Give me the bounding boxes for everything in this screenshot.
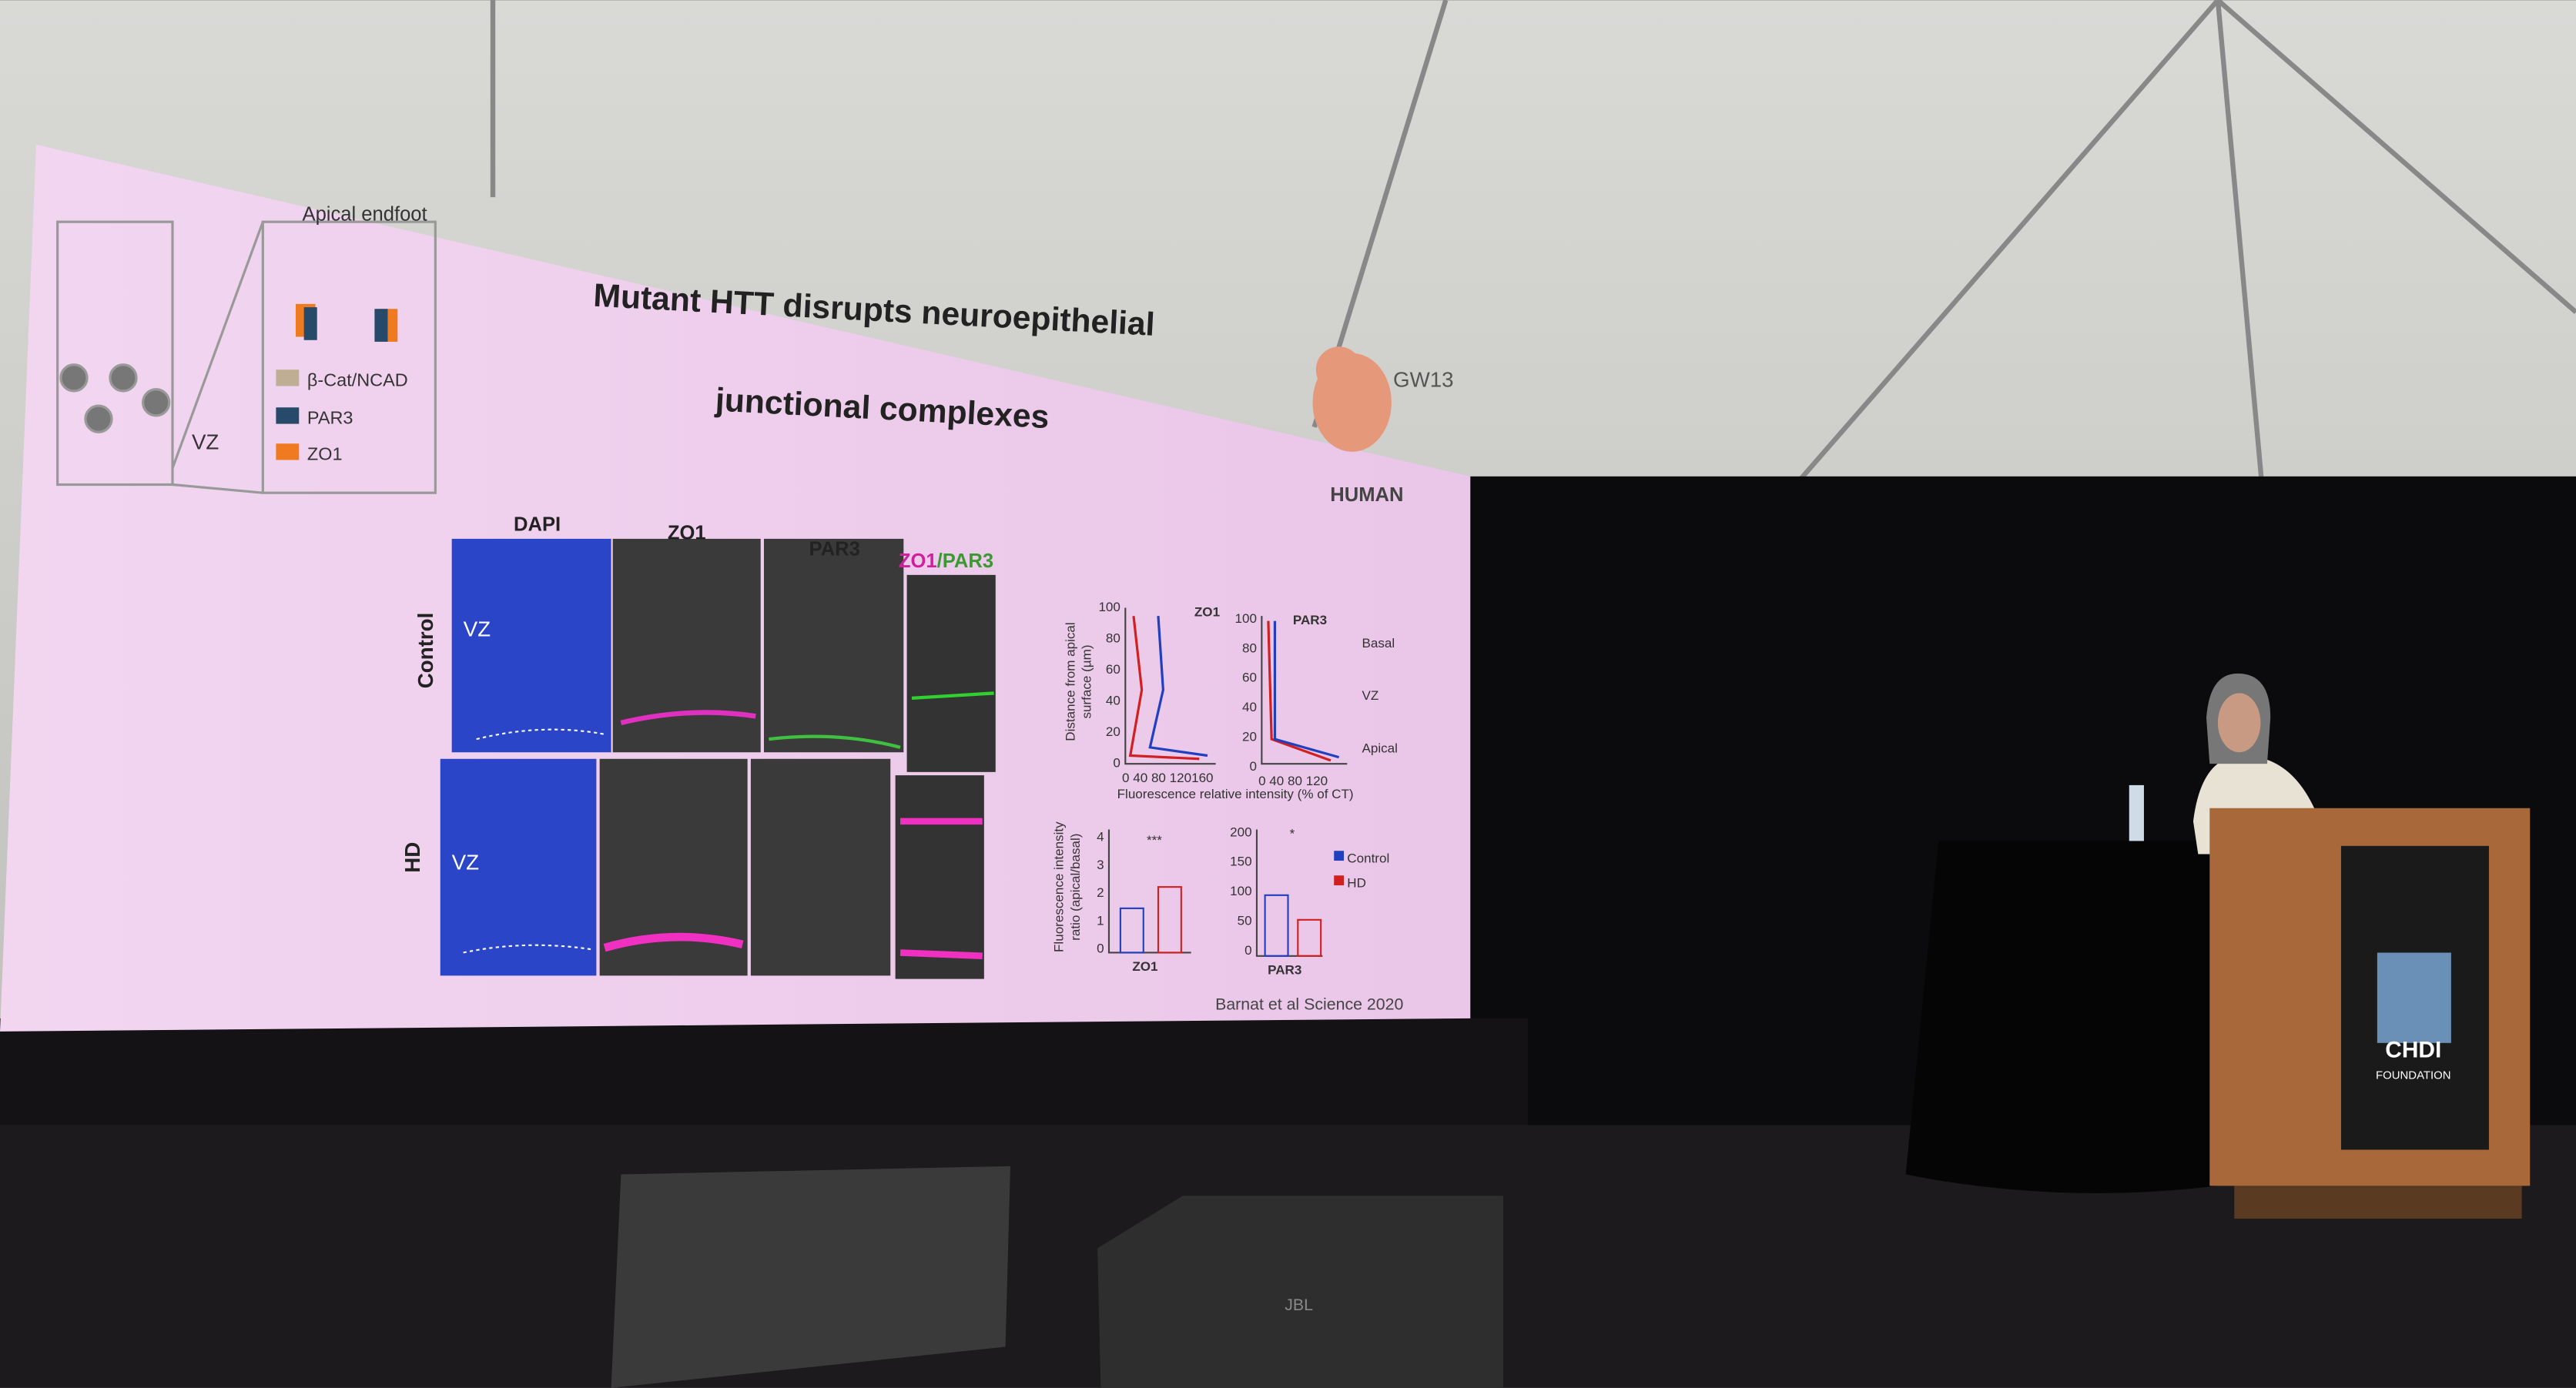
citation: Barnat et al Science 2020 <box>1215 995 1403 1013</box>
screen-base <box>0 1018 1528 1134</box>
legend: PAR3 <box>307 407 353 427</box>
panel-header: DAPI <box>514 514 561 536</box>
species-label: HUMAN <box>1330 484 1403 506</box>
merge-a: ZO1 <box>899 550 937 572</box>
graph-text: 60 <box>1242 671 1257 685</box>
graph-text: Apical <box>1362 741 1397 755</box>
graph-text: 4 <box>1097 830 1104 845</box>
graph-text: 0 <box>1249 759 1256 774</box>
merge-b: /PAR3 <box>937 550 993 572</box>
graph-text: PAR3 <box>1293 613 1327 627</box>
graph-text: Fluorescence intensity <box>1051 821 1066 952</box>
micrographs <box>440 538 996 979</box>
graph-text: 20 <box>1106 724 1121 739</box>
graph-text: 0 40 80 120 <box>1258 774 1328 788</box>
graph-axes <box>1107 607 1348 957</box>
podium-base <box>2234 1186 2522 1219</box>
panel-header: ZO1/PAR3 <box>899 550 993 572</box>
graph-text: 80 <box>1106 631 1121 646</box>
graph-text: ZO1 <box>1194 604 1220 619</box>
graph-text: Distance from apical <box>1063 622 1077 741</box>
graph-text: 100 <box>1235 611 1257 626</box>
podium-logo: CHDI <box>2385 1037 2441 1062</box>
bottle <box>2129 784 2144 841</box>
graph-text: 0 <box>1097 941 1104 956</box>
graph-text: PAR3 <box>1268 962 1301 977</box>
row-label: Control <box>414 613 437 689</box>
fetus-icon <box>1312 346 1392 452</box>
graph-text: 2 <box>1097 885 1104 900</box>
graph-text: 200 <box>1230 824 1251 839</box>
graph-text: 150 <box>1230 855 1251 869</box>
logo-tree <box>2377 952 2451 1043</box>
graph-text: Control <box>1347 851 1389 865</box>
graph-text: 1 <box>1097 913 1104 928</box>
graph-text: surface (µm) <box>1080 644 1094 718</box>
graph-text: ZO1 <box>1132 959 1157 974</box>
tent-poles <box>490 0 2576 543</box>
graph-text: 50 <box>1238 913 1252 928</box>
stage-label: GW13 <box>1393 367 1454 391</box>
graph-text: *** <box>1147 833 1162 848</box>
graph-text: 0 40 80 120160 <box>1122 771 1214 785</box>
monitor-speaker <box>611 1166 1010 1388</box>
graph-text: 100 <box>1098 600 1120 614</box>
vz-label: VZ <box>192 430 219 454</box>
legend: ZO1 <box>307 443 343 463</box>
graph-text: 100 <box>1230 884 1251 898</box>
graph-text: 60 <box>1106 662 1121 677</box>
graph-text: VZ <box>1362 688 1378 703</box>
graph-text: 20 <box>1242 730 1257 744</box>
cell-diagram <box>56 220 437 494</box>
graph-text: ratio (apical/basal) <box>1068 834 1083 941</box>
graph-text: 40 <box>1106 694 1121 708</box>
speaker-brand: JBL <box>1285 1296 1313 1314</box>
graph-text: 3 <box>1097 858 1104 872</box>
graph-text: Basal <box>1362 636 1395 651</box>
row-label: HD <box>400 842 424 873</box>
graph-text: 0 <box>1113 756 1120 771</box>
panel-header: ZO1 <box>668 522 706 543</box>
apical-label: Apical endfoot <box>303 203 427 225</box>
legend: β-Cat/NCAD <box>307 370 408 390</box>
graph-text: HD <box>1347 875 1366 890</box>
graph-text: 40 <box>1242 700 1257 714</box>
panel-vz: VZ <box>452 851 479 875</box>
graph-text: 80 <box>1242 640 1257 655</box>
graph-text: * <box>1290 826 1295 841</box>
panel-header: PAR3 <box>809 539 860 560</box>
podium-sub: FOUNDATION <box>2376 1069 2451 1082</box>
table <box>1905 841 2243 1193</box>
panel-vz: VZ <box>464 617 491 641</box>
jbl-speaker <box>1097 1196 1503 1388</box>
graph-text: 0 <box>1244 943 1251 958</box>
graph-text: Fluorescence relative intensity (% of CT… <box>1117 787 1354 801</box>
